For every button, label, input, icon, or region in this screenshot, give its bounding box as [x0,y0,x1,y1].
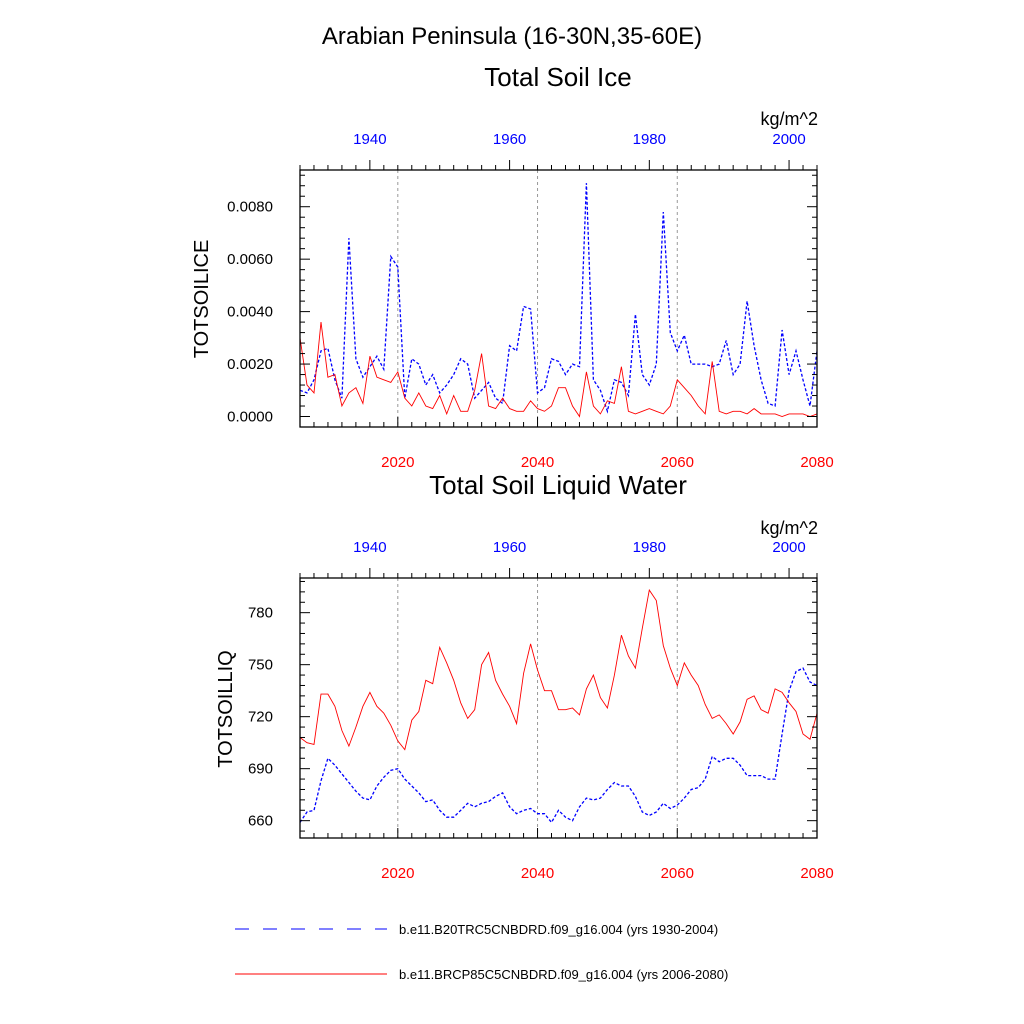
series-line-soil-ice-rcp85 [299,322,818,418]
series-line-soil-ice-historical [299,183,818,414]
units-label-soil-liquid: kg/m^2 [761,518,818,538]
xtick-label-bottom-soil-ice-3: 2080 [800,454,833,471]
ytick-label-soil-liquid-0: 660 [248,813,273,830]
ylabel-soil-liquid: TOTSOILLIQ [215,650,237,767]
plot-frame-soil-liquid [299,577,818,839]
xtick-label-top-soil-ice-3: 2000 [772,131,805,148]
chart-panel-soil-liquid: Total Soil Liquid Water kg/m^2 TOTSOILLI… [215,470,834,882]
xtick-label-top-soil-ice-0: 1940 [353,131,386,148]
xtick-label-bottom-soil-ice-0: 2020 [381,454,414,471]
xtick-label-top-soil-liquid-2: 1980 [633,539,666,556]
xtick-label-top-soil-ice-2: 1980 [633,131,666,148]
plot-frame-soil-ice [299,169,818,428]
ytick-label-soil-liquid-1: 690 [248,761,273,778]
ytick-label-soil-liquid-2: 720 [248,709,273,726]
ytick-label-soil-ice-0: 0.0000 [227,409,273,426]
ytick-label-soil-liquid-4: 780 [248,605,273,622]
ytick-label-soil-ice-2: 0.0040 [227,304,273,321]
legend: b.e11.B20TRC5CNBDRD.f09_g16.004 (yrs 193… [235,922,728,982]
xtick-label-bottom-soil-ice-1: 2040 [521,454,554,471]
xtick-label-top-soil-liquid-0: 1940 [353,539,386,556]
ylabel-soil-ice: TOTSOILICE [191,240,213,359]
ytick-label-soil-ice-1: 0.0020 [227,356,273,373]
xtick-label-bottom-soil-liquid-0: 2020 [381,865,414,882]
series-line-soil-liquid-historical [299,667,818,824]
ytick-label-soil-ice-3: 0.0060 [227,251,273,268]
xtick-label-bottom-soil-liquid-3: 2080 [800,865,833,882]
legend-label-historical: b.e11.B20TRC5CNBDRD.f09_g16.004 (yrs 193… [399,922,718,937]
page-title: Arabian Peninsula (16-30N,35-60E) [322,23,702,50]
xtick-label-top-soil-liquid-1: 1960 [493,539,526,556]
xtick-label-bottom-soil-ice-2: 2060 [661,454,694,471]
xtick-label-bottom-soil-liquid-2: 2060 [661,865,694,882]
ytick-label-soil-liquid-3: 750 [248,657,273,674]
units-label-soil-ice: kg/m^2 [761,109,818,129]
chart-title-soil-liquid: Total Soil Liquid Water [429,470,687,500]
xtick-label-top-soil-liquid-3: 2000 [772,539,805,556]
legend-label-rcp85: b.e11.BRCP85C5CNBDRD.f09_g16.004 (yrs 20… [399,967,728,982]
chart-panel-soil-ice: Total Soil Ice kg/m^2 TOTSOILICE 0.0000 0… [191,62,834,471]
series-line-soil-liquid-rcp85 [299,588,818,751]
xtick-label-top-soil-ice-1: 1960 [493,131,526,148]
xtick-label-bottom-soil-liquid-1: 2040 [521,865,554,882]
ytick-label-soil-ice-4: 0.0080 [227,199,273,216]
chart-title-soil-ice: Total Soil Ice [484,62,631,92]
